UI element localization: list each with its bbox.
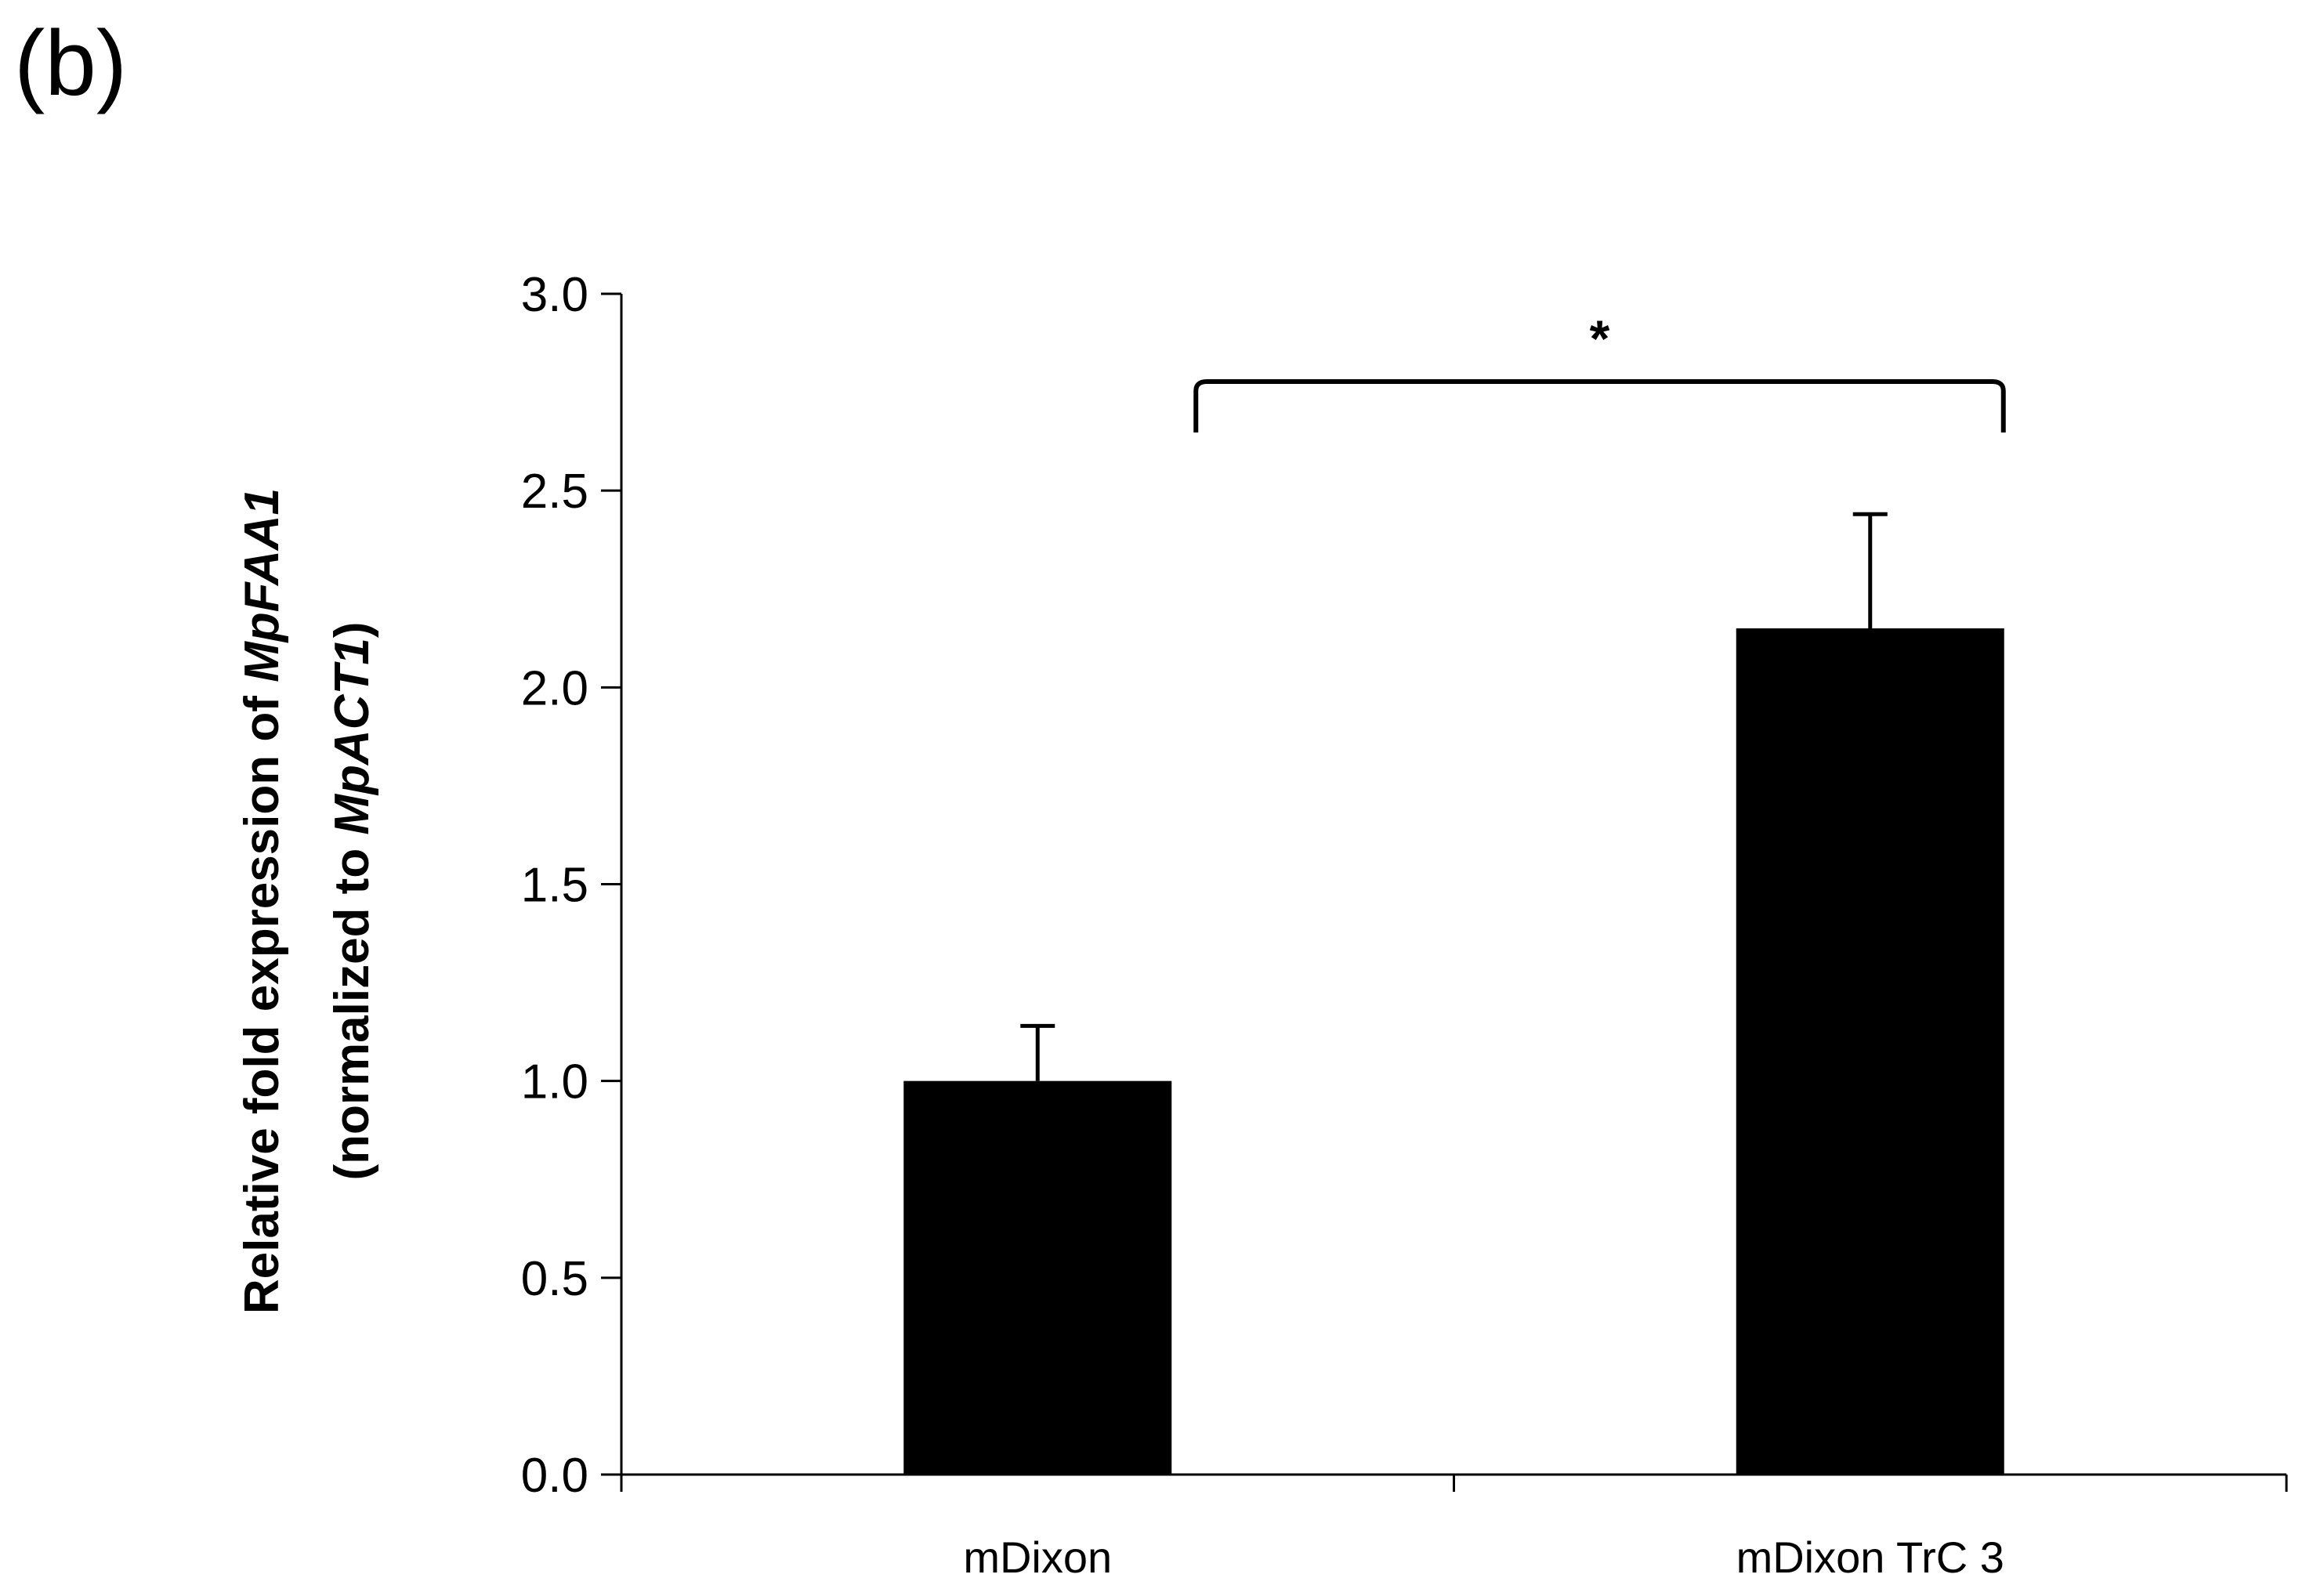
y-axis-label-line1-prefix: Relative fold expression of [235,682,289,1314]
significance-bracket [1193,379,2006,432]
axes: 0.0 0.5 1.0 1.5 2.0 2.5 3.0 [521,268,2288,1503]
y-axis-label-line2-prefix: (normalized to [325,835,379,1181]
y-tick-label: 0.0 [521,1449,588,1503]
bars: mDixon mDixon TrC 3 [903,512,2004,1582]
category-label: mDixon TrC 3 [1736,1533,2004,1582]
y-tick-label: 2.5 [521,465,588,519]
svg-text:(normalized to MpACT1): (normalized to MpACT1) [325,622,379,1181]
y-axis-label-line2-suffix: ) [325,622,379,639]
significance-bracket-group: * [1193,309,2006,432]
bar [903,1080,1172,1475]
y-axis-label-line1-gene: MpFAA1 [235,488,289,682]
y-tick-label: 1.0 [521,1055,588,1109]
panel-label: (b) [14,12,128,115]
y-tick-label: 1.5 [521,859,588,913]
svg-text:Relative fold expression of Mp: Relative fold expression of MpFAA1 [235,488,289,1314]
y-axis-label: Relative fold expression of MpFAA1 (norm… [235,488,379,1314]
y-tick-label: 0.5 [521,1252,588,1306]
significance-star: * [1590,309,1610,367]
y-tick-label: 2.0 [521,661,588,715]
y-axis-label-line2-gene: MpACT1 [325,638,379,834]
category-label: mDixon [963,1533,1112,1582]
y-tick-label: 3.0 [521,268,588,322]
bar [1736,628,2004,1475]
